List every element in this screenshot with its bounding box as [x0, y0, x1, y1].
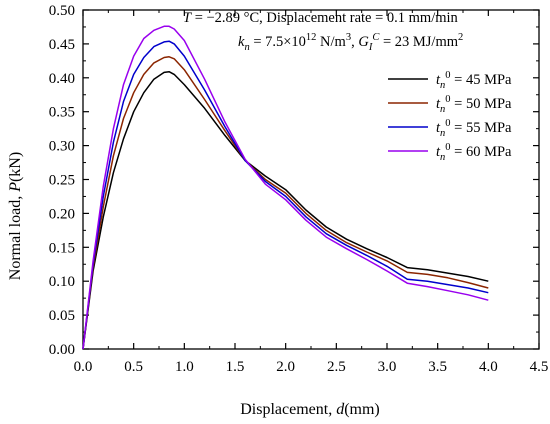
annotation-k-subscript: n — [244, 42, 249, 53]
series-line-3 — [82, 40, 489, 350]
y-axis-title: Normal load, P(kN) — [7, 152, 24, 280]
annotation-k-unit-exponent: 3 — [346, 32, 351, 43]
y-tick-label: 0.25 — [49, 173, 75, 189]
x-tick-label: 1.0 — [175, 359, 194, 375]
annotation-conditions-text: = −2.89 °C, Displacement rate = 0.1 mm/m… — [191, 10, 458, 26]
x-tick-label: 0.0 — [74, 359, 93, 375]
x-axis-title-text: Displacement, — [240, 401, 336, 418]
annotation-T-symbol: T — [183, 10, 192, 26]
x-axis-title: Displacement, d(mm) — [240, 401, 380, 418]
y-axis-title-variable: P — [7, 182, 24, 193]
legend-label-4: tn0 = 60 MPa — [436, 142, 512, 163]
y-tick-label: 0.35 — [49, 105, 75, 121]
y-tick-label: 0.45 — [49, 37, 75, 53]
x-axis-title-variable: d — [336, 401, 345, 418]
y-tick-label: 0.00 — [49, 342, 75, 358]
annotation-parameters: kn = 7.5×1012 N/m3, GIC = 23 MJ/mm2 — [238, 32, 463, 53]
x-tick-label: 4.5 — [530, 359, 549, 375]
x-tick-label: 2.0 — [276, 359, 295, 375]
y-tick-label: 0.20 — [49, 206, 75, 222]
axes: 0.0 0.5 1.0 1.5 2.0 2.5 3.0 3.5 4.0 4.5 0.00 0.05 0.… — [49, 3, 549, 375]
legend-label-3: tn0 = 55 MPa — [436, 118, 512, 139]
series-line-1 — [82, 70, 489, 350]
annotation-G-exponent: 2 — [458, 32, 463, 43]
series-line-4 — [82, 25, 489, 350]
y-tick-label: 0.10 — [49, 274, 75, 290]
annotation-G-symbol: G — [358, 34, 369, 50]
annotation-k-exponent: 12 — [306, 32, 317, 43]
x-axis-title-unit: (mm) — [344, 401, 380, 418]
legend: tn0 = 45 MPa tn0 = 50 MPa tn0 = 55 MPa tn0 … — [388, 70, 512, 163]
annotation-G-subscript: I — [368, 42, 373, 53]
legend-label-1: tn0 = 45 MPa — [436, 70, 512, 91]
y-axis-title-unit: (kN) — [7, 152, 24, 182]
plot-frame — [82, 9, 540, 350]
x-tick-label: 1.5 — [226, 359, 245, 375]
x-tick-label: 3.5 — [428, 359, 447, 375]
x-tick-label: 2.5 — [327, 359, 346, 375]
x-tick-label: 4.0 — [479, 359, 498, 375]
y-tick-label: 0.15 — [49, 240, 75, 256]
annotation-G-superscript: C — [372, 32, 380, 43]
annotation-conditions: T = −2.89 °C, Displacement rate = 0.1 mm… — [183, 10, 459, 26]
series-line-2 — [82, 56, 489, 350]
legend-label-2: tn0 = 50 MPa — [436, 94, 512, 115]
annotation-G-value: = 23 MJ/mm — [379, 34, 458, 50]
annotation-k-value: = 7.5×10 — [250, 34, 306, 50]
x-tick-label: 0.5 — [124, 359, 143, 375]
y-tick-label: 0.05 — [49, 308, 75, 324]
y-axis-title-text: Normal load, — [7, 192, 24, 280]
series-layer — [82, 25, 489, 350]
y-tick-label: 0.30 — [49, 139, 75, 155]
annotation-separator: , — [351, 34, 358, 50]
annotation-k-unit: N/m — [316, 34, 346, 50]
y-tick-label: 0.40 — [49, 71, 75, 87]
y-tick-label: 0.50 — [49, 3, 75, 19]
x-tick-label: 3.0 — [378, 359, 397, 375]
annotation-k-symbol: k — [238, 34, 245, 50]
